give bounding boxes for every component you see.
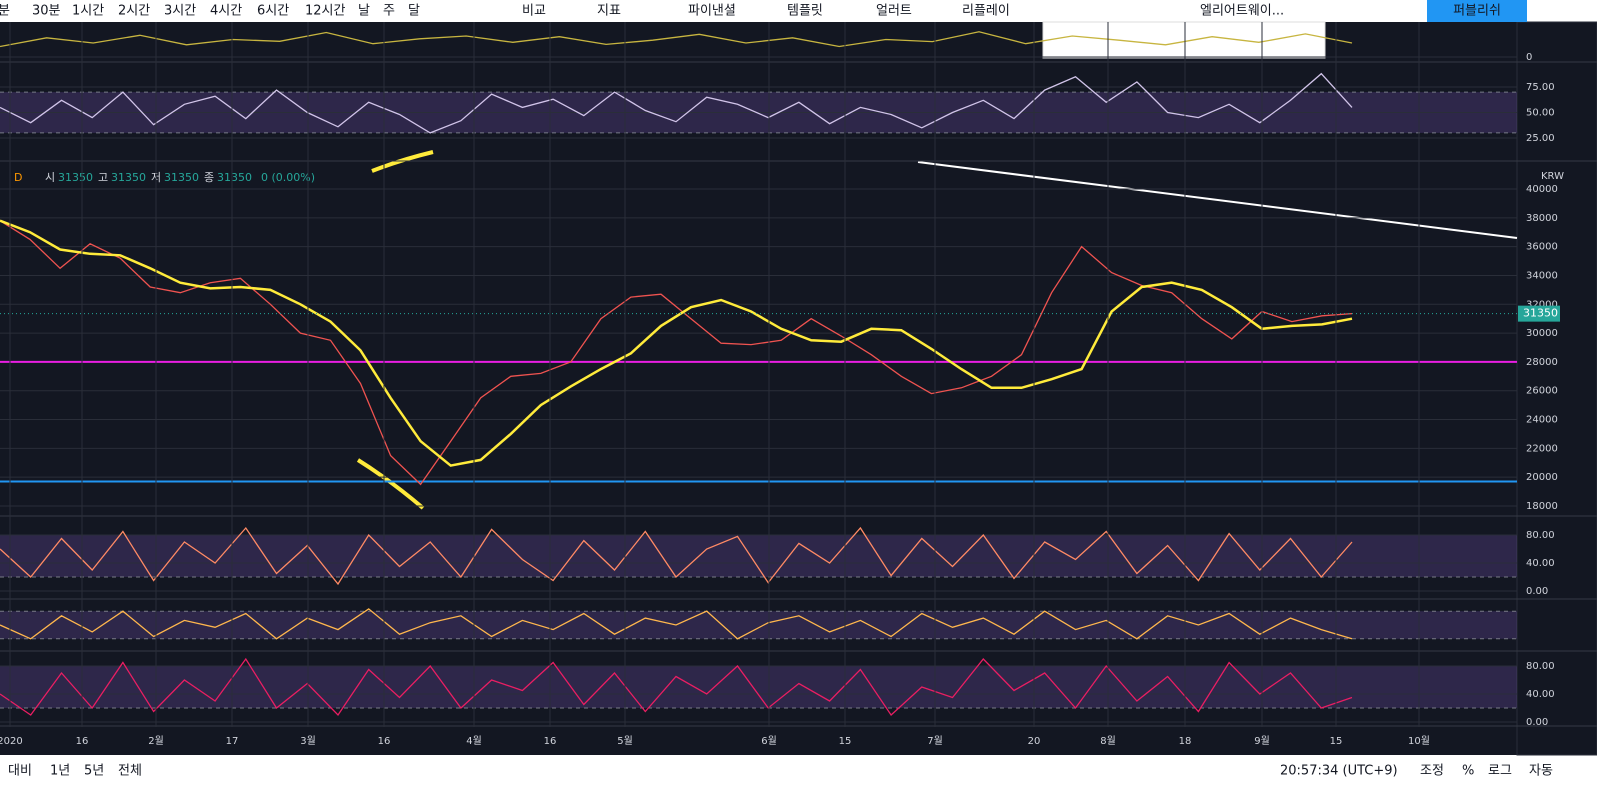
- interval-button[interactable]: 4시간: [210, 4, 242, 19]
- drawing-select[interactable]: 엘리어트웨이...: [1200, 4, 1284, 19]
- y-tick-label: 50.00: [1526, 108, 1555, 119]
- series-line: [0, 220, 1353, 486]
- legend-change: 0 (0.00%): [261, 171, 315, 184]
- legend-key: 고: [98, 171, 108, 184]
- interval-button[interactable]: 3시간: [164, 4, 196, 19]
- x-tick-label: 8월: [1100, 735, 1116, 747]
- y-tick-label: 40.00: [1526, 558, 1555, 569]
- range-button[interactable]: 대비: [8, 764, 32, 779]
- y-tick-label: 24000: [1526, 415, 1558, 426]
- interval-button[interactable]: 분: [0, 4, 10, 19]
- interval-button[interactable]: 날: [358, 4, 370, 19]
- tool-button[interactable]: 리플레이: [962, 4, 1010, 19]
- bottom-bar: [0, 755, 1597, 803]
- series-line: [0, 526, 1353, 586]
- x-tick-label: 18: [1179, 736, 1192, 747]
- tool-button[interactable]: 비교: [522, 4, 546, 19]
- x-tick-label: 7월: [927, 735, 943, 747]
- x-tick-label: 10월: [1408, 735, 1430, 747]
- interval-button[interactable]: 1시간: [72, 4, 104, 19]
- indicator-band: [0, 535, 1517, 577]
- series-line: [0, 31, 1353, 48]
- x-tick-label: 3월: [300, 735, 316, 747]
- y-tick-label: 25.00: [1526, 133, 1555, 144]
- y-tick-label: 0: [1526, 52, 1532, 63]
- publish-label[interactable]: 퍼블리쉬: [1453, 4, 1501, 19]
- interval-button[interactable]: 30분: [32, 4, 61, 19]
- x-tick-label: 5월: [617, 735, 633, 747]
- price-axis: [1516, 21, 1597, 756]
- last-price-label: 31350: [1523, 307, 1558, 320]
- y-tick-label: 28000: [1526, 357, 1558, 368]
- scale-option[interactable]: %: [1462, 764, 1474, 779]
- x-tick-label: 16: [378, 736, 391, 747]
- x-tick-label: 9월: [1254, 735, 1270, 747]
- range-button[interactable]: 전체: [118, 764, 142, 779]
- legend-key: 종: [204, 171, 214, 184]
- x-tick-label: 20: [1028, 736, 1041, 747]
- y-tick-label: 0.00: [1526, 717, 1548, 728]
- x-tick-label: 6월: [761, 735, 777, 747]
- legend-flag: D: [14, 171, 22, 184]
- legend-value: 31350: [217, 171, 252, 184]
- trend-line: [917, 161, 1518, 239]
- y-tick-label: 18000: [1526, 501, 1558, 512]
- tool-button[interactable]: 템플릿: [787, 4, 823, 19]
- interval-button[interactable]: 6시간: [257, 4, 289, 19]
- series-line: [0, 608, 1353, 640]
- y-tick-label: 20000: [1526, 472, 1558, 483]
- interval-button[interactable]: 2시간: [118, 4, 150, 19]
- y-tick-label: 34000: [1526, 270, 1558, 281]
- scale-option[interactable]: 조정: [1420, 764, 1444, 779]
- y-tick-label: 32000: [1526, 299, 1558, 310]
- y-tick-label: 40.00: [1526, 689, 1555, 700]
- y-tick-label: 22000: [1526, 443, 1558, 454]
- interval-button[interactable]: 주: [383, 4, 395, 19]
- indicator-band: [0, 666, 1517, 708]
- tool-button[interactable]: 얼러트: [876, 4, 912, 19]
- tool-button[interactable]: 지표: [597, 4, 621, 19]
- scale-option[interactable]: 자동: [1529, 764, 1553, 779]
- interval-button[interactable]: 달: [408, 4, 420, 19]
- x-tick-label: 2월: [148, 735, 164, 747]
- y-tick-label: 36000: [1526, 242, 1558, 253]
- x-tick-label: 4월: [466, 735, 482, 747]
- series-line: [0, 657, 1353, 717]
- x-tick-label: 15: [839, 736, 852, 747]
- x-tick-label: 2020: [0, 736, 23, 747]
- interval-button[interactable]: 12시간: [305, 4, 346, 19]
- clock: 20:57:34 (UTC+9): [1280, 764, 1398, 779]
- tool-button[interactable]: 파이낸셜: [688, 4, 736, 19]
- range-button[interactable]: 5년: [84, 764, 104, 779]
- y-tick-label: 30000: [1526, 328, 1558, 339]
- x-tick-label: 15: [1330, 736, 1343, 747]
- y-tick-label: 0.00: [1526, 586, 1548, 597]
- indicator-band: [0, 611, 1517, 639]
- drawing-toolbar: [1042, 21, 1326, 59]
- last-price-tag: [1518, 305, 1560, 322]
- legend-value: 31350: [58, 171, 93, 184]
- range-button[interactable]: 1년: [50, 764, 70, 779]
- y-tick-label: 80.00: [1526, 661, 1555, 672]
- scale-option[interactable]: 로그: [1488, 764, 1512, 779]
- legend-value: 31350: [164, 171, 199, 184]
- series-line: [0, 72, 1353, 134]
- x-tick-label: 16: [76, 736, 89, 747]
- y-tick-label: 75.00: [1526, 82, 1555, 93]
- y-tick-label: 40000: [1526, 184, 1558, 195]
- currency: KRW: [1541, 171, 1564, 182]
- y-tick-label: 80.00: [1526, 530, 1555, 541]
- legend-value: 31350: [111, 171, 146, 184]
- x-tick-label: 17: [226, 736, 239, 747]
- publish-button[interactable]: [1427, 0, 1527, 22]
- toolbar: [0, 0, 1597, 22]
- y-tick-label: 38000: [1526, 213, 1558, 224]
- y-tick-label: 26000: [1526, 386, 1558, 397]
- legend-key: 시: [45, 171, 55, 184]
- series-line: [0, 219, 1353, 467]
- x-tick-label: 16: [544, 736, 557, 747]
